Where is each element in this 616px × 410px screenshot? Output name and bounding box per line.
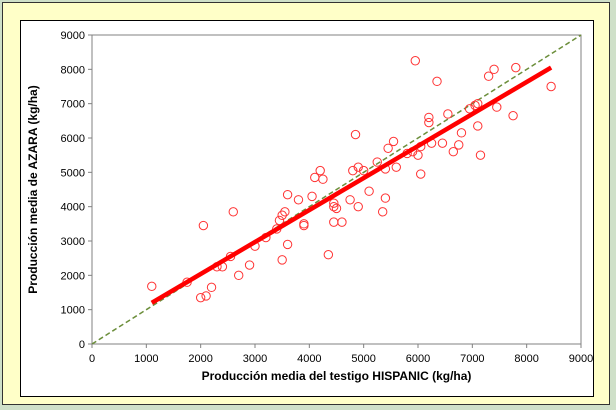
data-point [508, 110, 518, 121]
data-point [331, 203, 342, 214]
data-point [315, 165, 325, 176]
y-tick-label: 0 [79, 339, 85, 351]
data-point [201, 291, 211, 301]
data-point [416, 169, 426, 179]
data-point [318, 174, 328, 184]
data-point [424, 112, 434, 123]
y-tick-label: 9000 [61, 30, 85, 42]
data-point [470, 100, 480, 111]
y-tick-label: 1000 [61, 305, 85, 317]
data-point [195, 292, 206, 303]
data-point [358, 165, 369, 176]
data-point [432, 76, 442, 87]
data-point [475, 150, 486, 160]
x-tick-label: 5000 [351, 353, 375, 365]
y-tick-label: 4000 [61, 202, 85, 214]
x-tick-label: 0 [89, 353, 95, 365]
data-point [388, 136, 399, 147]
x-tick-label: 4000 [297, 353, 321, 365]
data-point [329, 198, 339, 208]
data-point [413, 150, 423, 160]
y-tick-label: 8000 [61, 64, 85, 76]
data-point [198, 220, 209, 231]
data-point [473, 98, 483, 109]
data-point [206, 282, 217, 293]
data-point [456, 128, 467, 138]
data-point [443, 109, 453, 119]
data-point [372, 157, 382, 167]
data-point [383, 143, 393, 154]
data-point [147, 281, 157, 292]
data-point [277, 255, 287, 265]
y-tick-label: 7000 [61, 99, 85, 111]
data-point [437, 138, 448, 148]
data-point [280, 207, 290, 217]
x-tick-label: 2000 [188, 353, 212, 365]
data-point [228, 207, 238, 217]
chart-area: 0 1000 2000 3000 4000 5000 6000 7000 8000 9000 0 1… [20, 20, 594, 397]
data-point [274, 215, 285, 226]
data-point [364, 186, 374, 196]
data-point [244, 260, 255, 270]
data-point [483, 71, 494, 81]
data-point [329, 201, 339, 212]
x-tick-label: 3000 [243, 353, 267, 365]
x-tick-label: 9000 [569, 353, 593, 365]
y-tick-label: 2000 [61, 270, 85, 282]
data-point [307, 191, 317, 202]
data-point [546, 81, 556, 92]
x-tick-label: 1000 [134, 353, 158, 365]
y-tick-label: 5000 [61, 167, 85, 179]
regression-line [150, 65, 553, 305]
data-point [282, 239, 293, 250]
data-point [424, 117, 434, 128]
scatter-chart: 0 1000 2000 3000 4000 5000 6000 7000 8000 9000 0 1… [26, 30, 593, 383]
data-point [277, 210, 287, 220]
data-point [380, 193, 391, 203]
data-point [299, 219, 309, 229]
y-tick-label: 3000 [61, 236, 85, 248]
data-point [473, 121, 483, 131]
x-tick-label: 6000 [406, 353, 430, 365]
data-point [234, 270, 244, 281]
data-point [511, 62, 521, 73]
chart-frame: 0 1000 2000 3000 4000 5000 6000 7000 8000 9000 0 1… [2, 2, 610, 405]
data-point [337, 217, 347, 227]
data-point [282, 189, 293, 200]
data-point [410, 56, 420, 66]
y-axis-ticks: 0 1000 2000 3000 4000 5000 6000 7000 8000 9000 [61, 30, 92, 351]
data-point [348, 165, 358, 176]
data-point [377, 207, 388, 217]
data-point [293, 195, 304, 205]
data-point [492, 102, 502, 112]
regression-line-layer [150, 65, 553, 305]
y-tick-label: 6000 [61, 133, 85, 145]
x-tick-label: 7000 [460, 353, 484, 365]
data-point [448, 147, 459, 157]
data-point [345, 195, 355, 205]
data-point [350, 129, 361, 140]
data-point [489, 64, 499, 75]
data-point [353, 201, 363, 212]
data-point [391, 162, 401, 172]
data-point [353, 162, 363, 172]
x-tick-label: 8000 [514, 353, 538, 365]
y-axis-title: Producción media de AZARA (kg/ha) [26, 85, 40, 293]
x-axis-ticks: 0 1000 2000 3000 4000 5000 6000 7000 8000 9000 [89, 344, 593, 365]
data-point [454, 140, 464, 150]
data-point [323, 250, 334, 260]
x-axis-title: Producción media del testigo HISPANIC (k… [202, 369, 472, 383]
